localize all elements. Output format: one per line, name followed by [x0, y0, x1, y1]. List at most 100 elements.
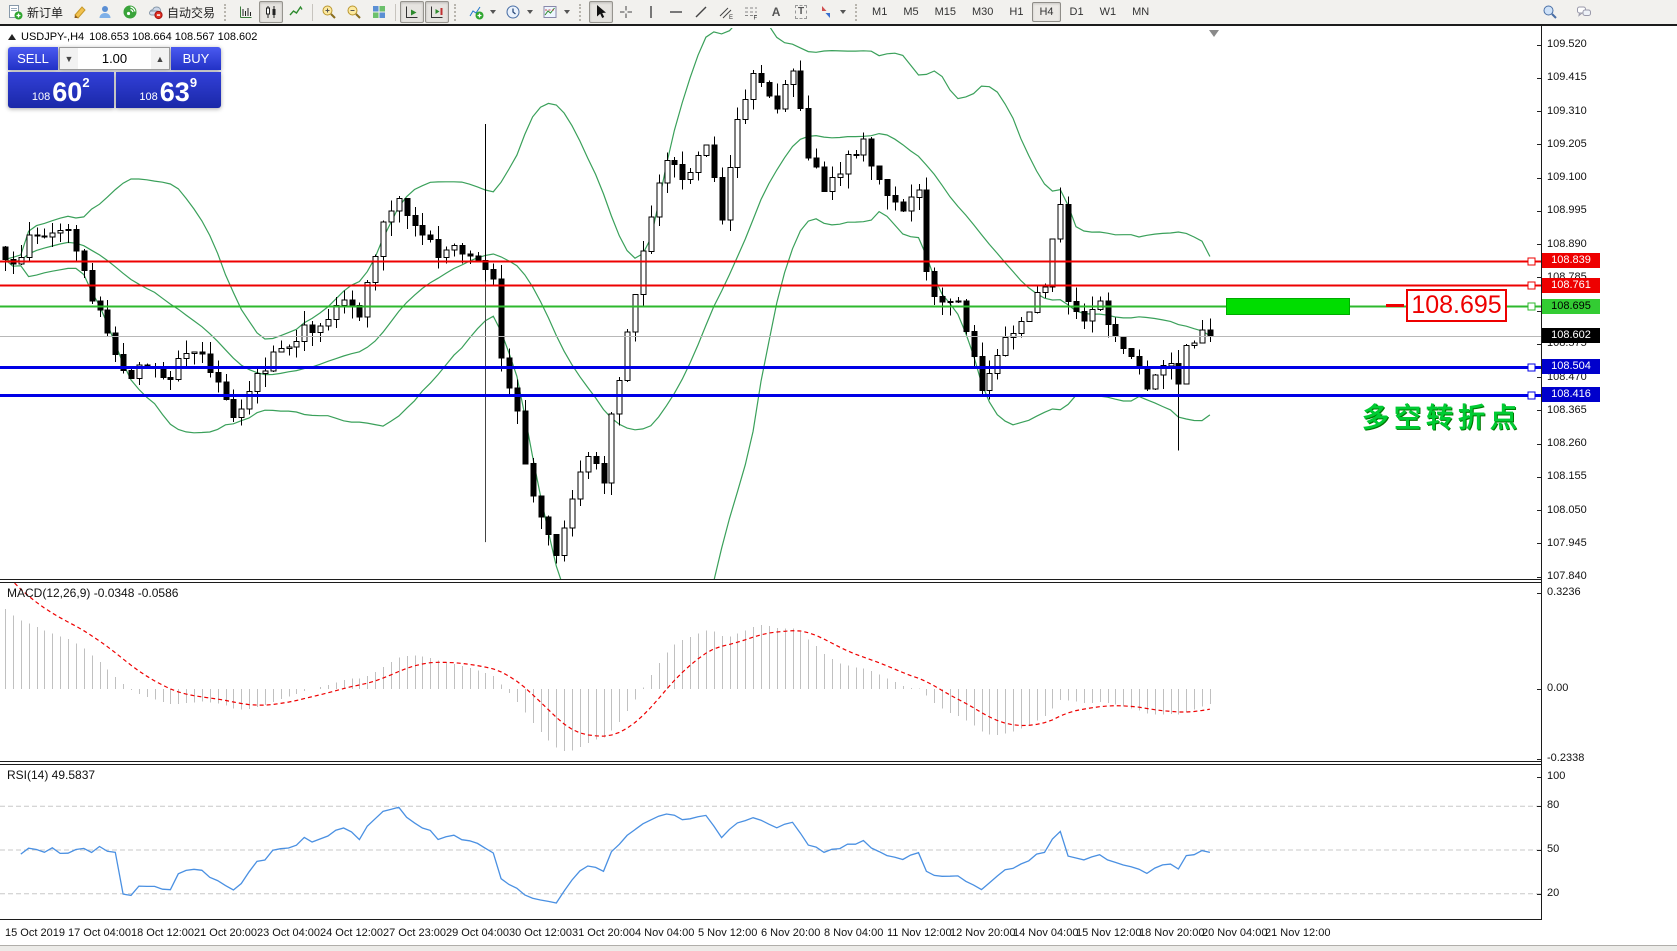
- arrows-tool-button[interactable]: [814, 1, 850, 23]
- templates-button[interactable]: [538, 1, 574, 23]
- fibonacci-tool-button[interactable]: F: [739, 1, 763, 23]
- indicators-button[interactable]: [464, 1, 500, 23]
- price-axis-label: 109.205: [1547, 137, 1587, 150]
- buy-price-sup: 9: [189, 75, 198, 90]
- time-axis-label: 18 Oct 12:00: [131, 927, 194, 939]
- zoom-out-button[interactable]: [342, 1, 366, 23]
- text-tool-button[interactable]: A: [764, 1, 788, 23]
- volume-decrease-button[interactable]: ▼: [60, 48, 78, 69]
- price-tag-connector: [1386, 304, 1404, 307]
- timeframe-H1[interactable]: H1: [1002, 2, 1030, 22]
- fibonacci-icon: F: [743, 4, 759, 20]
- timeframe-D1[interactable]: D1: [1063, 2, 1091, 22]
- candles: [2, 60, 1214, 564]
- panel-divider[interactable]: [0, 764, 1541, 765]
- price-line-tag: 108.602: [1542, 328, 1600, 344]
- time-axis-label: 21 Oct 20:00: [194, 927, 257, 939]
- price-line-tag: 108.504: [1542, 359, 1600, 375]
- macd-axis-tick: [1537, 758, 1541, 760]
- turning-point-annotation[interactable]: 多空转折点: [1362, 403, 1522, 433]
- buy-price-box[interactable]: 108 63 9: [115, 72, 221, 108]
- rsi-axis-label: 100: [1547, 770, 1566, 782]
- auto-scroll-button[interactable]: [400, 1, 425, 23]
- auto-scroll-icon: [404, 4, 420, 20]
- time-axis-label: 20 Nov 04:00: [1202, 927, 1268, 939]
- price-axis-tick: [1537, 476, 1541, 478]
- timeframe-W1[interactable]: W1: [1093, 2, 1124, 22]
- bollinger-band: [4, 28, 1211, 340]
- buy-price-big: 63: [159, 77, 190, 107]
- rsi-axis-label: 80: [1547, 799, 1560, 812]
- timeframe-M15[interactable]: M15: [928, 2, 963, 22]
- price-tag-108695[interactable]: 108.695: [1406, 289, 1507, 322]
- zoom-in-button[interactable]: [317, 1, 341, 23]
- highlight-zone[interactable]: [1226, 298, 1350, 316]
- chevron-down-icon: [490, 10, 497, 14]
- price-axis-label: 109.310: [1547, 104, 1587, 117]
- hline-handle[interactable]: [1527, 302, 1536, 311]
- price-axis-label: 107.945: [1547, 536, 1587, 549]
- trendline-icon: [693, 4, 709, 20]
- toolbar: 新订单 自动交易 E F A T M1 M5 M: [0, 0, 1677, 26]
- auto-trading-button[interactable]: 自动交易: [143, 1, 219, 23]
- chevron-down-icon: [527, 10, 534, 14]
- channel-tool-button[interactable]: E: [714, 1, 738, 23]
- buy-button[interactable]: BUY: [171, 47, 221, 70]
- chart-shift-button[interactable]: [425, 1, 450, 23]
- cursor-button[interactable]: [589, 1, 614, 23]
- bollinger-band: [4, 132, 1211, 431]
- hline-handle[interactable]: [1527, 363, 1536, 372]
- sell-price-box[interactable]: 108 60 2: [8, 72, 114, 108]
- time-axis-label: 23 Oct 04:00: [257, 927, 320, 939]
- bar-chart-button[interactable]: [234, 1, 258, 23]
- price-axis-label: 108.890: [1547, 237, 1587, 250]
- timeframe-H4[interactable]: H4: [1032, 2, 1061, 22]
- line-chart-icon: [288, 4, 304, 20]
- price-axis-tick: [1537, 77, 1541, 79]
- chat-button[interactable]: [1572, 1, 1596, 23]
- hline-handle[interactable]: [1527, 391, 1536, 400]
- auto-trading-icon: [147, 4, 163, 20]
- community-button[interactable]: [93, 1, 117, 23]
- price-line-tag: 108.695: [1542, 298, 1600, 314]
- candlestick-icon: [263, 4, 279, 20]
- text-label-icon: T: [794, 5, 808, 19]
- text-label-tool-button[interactable]: T: [789, 1, 813, 23]
- scroll-end-marker: [1209, 30, 1219, 37]
- trendline-tool-button[interactable]: [689, 1, 713, 23]
- price-line-tag: 108.761: [1542, 277, 1600, 293]
- candlestick-chart-button[interactable]: [259, 1, 284, 23]
- signals-button[interactable]: [118, 1, 142, 23]
- collapse-icon[interactable]: [8, 34, 16, 40]
- vertical-line-tool-button[interactable]: [639, 1, 663, 23]
- timeframe-M1[interactable]: M1: [865, 2, 894, 22]
- symbol-title: USDJPY-,H4: [21, 31, 85, 43]
- template-icon: [542, 4, 558, 20]
- new-order-button[interactable]: 新订单: [3, 1, 67, 23]
- arrows-icon: [818, 4, 834, 20]
- price-axis-label: 109.100: [1547, 171, 1587, 183]
- line-chart-button[interactable]: [284, 1, 308, 23]
- volume-input[interactable]: 1.00: [101, 51, 128, 66]
- time-axis-label: 30 Oct 12:00: [509, 927, 572, 939]
- price-axis-tick: [1537, 277, 1541, 279]
- price-axis-label: 108.155: [1547, 470, 1587, 483]
- timeframe-M30[interactable]: M30: [965, 2, 1000, 22]
- hline-handle[interactable]: [1527, 257, 1536, 266]
- periods-button[interactable]: [501, 1, 537, 23]
- highlighter-button[interactable]: [68, 1, 92, 23]
- hline-handle[interactable]: [1527, 281, 1536, 290]
- crosshair-button[interactable]: [614, 1, 638, 23]
- horizontal-line-tool-button[interactable]: [664, 1, 688, 23]
- toolbar-grip: [855, 3, 860, 21]
- volume-increase-button[interactable]: ▲: [151, 48, 169, 69]
- sell-button[interactable]: SELL: [8, 47, 58, 70]
- tile-windows-button[interactable]: [367, 1, 391, 23]
- panel-divider[interactable]: [0, 582, 1541, 583]
- search-button[interactable]: [1538, 1, 1562, 23]
- timeframe-M5[interactable]: M5: [896, 2, 925, 22]
- price-axis-tick: [1537, 210, 1541, 212]
- timeframe-MN[interactable]: MN: [1125, 2, 1156, 22]
